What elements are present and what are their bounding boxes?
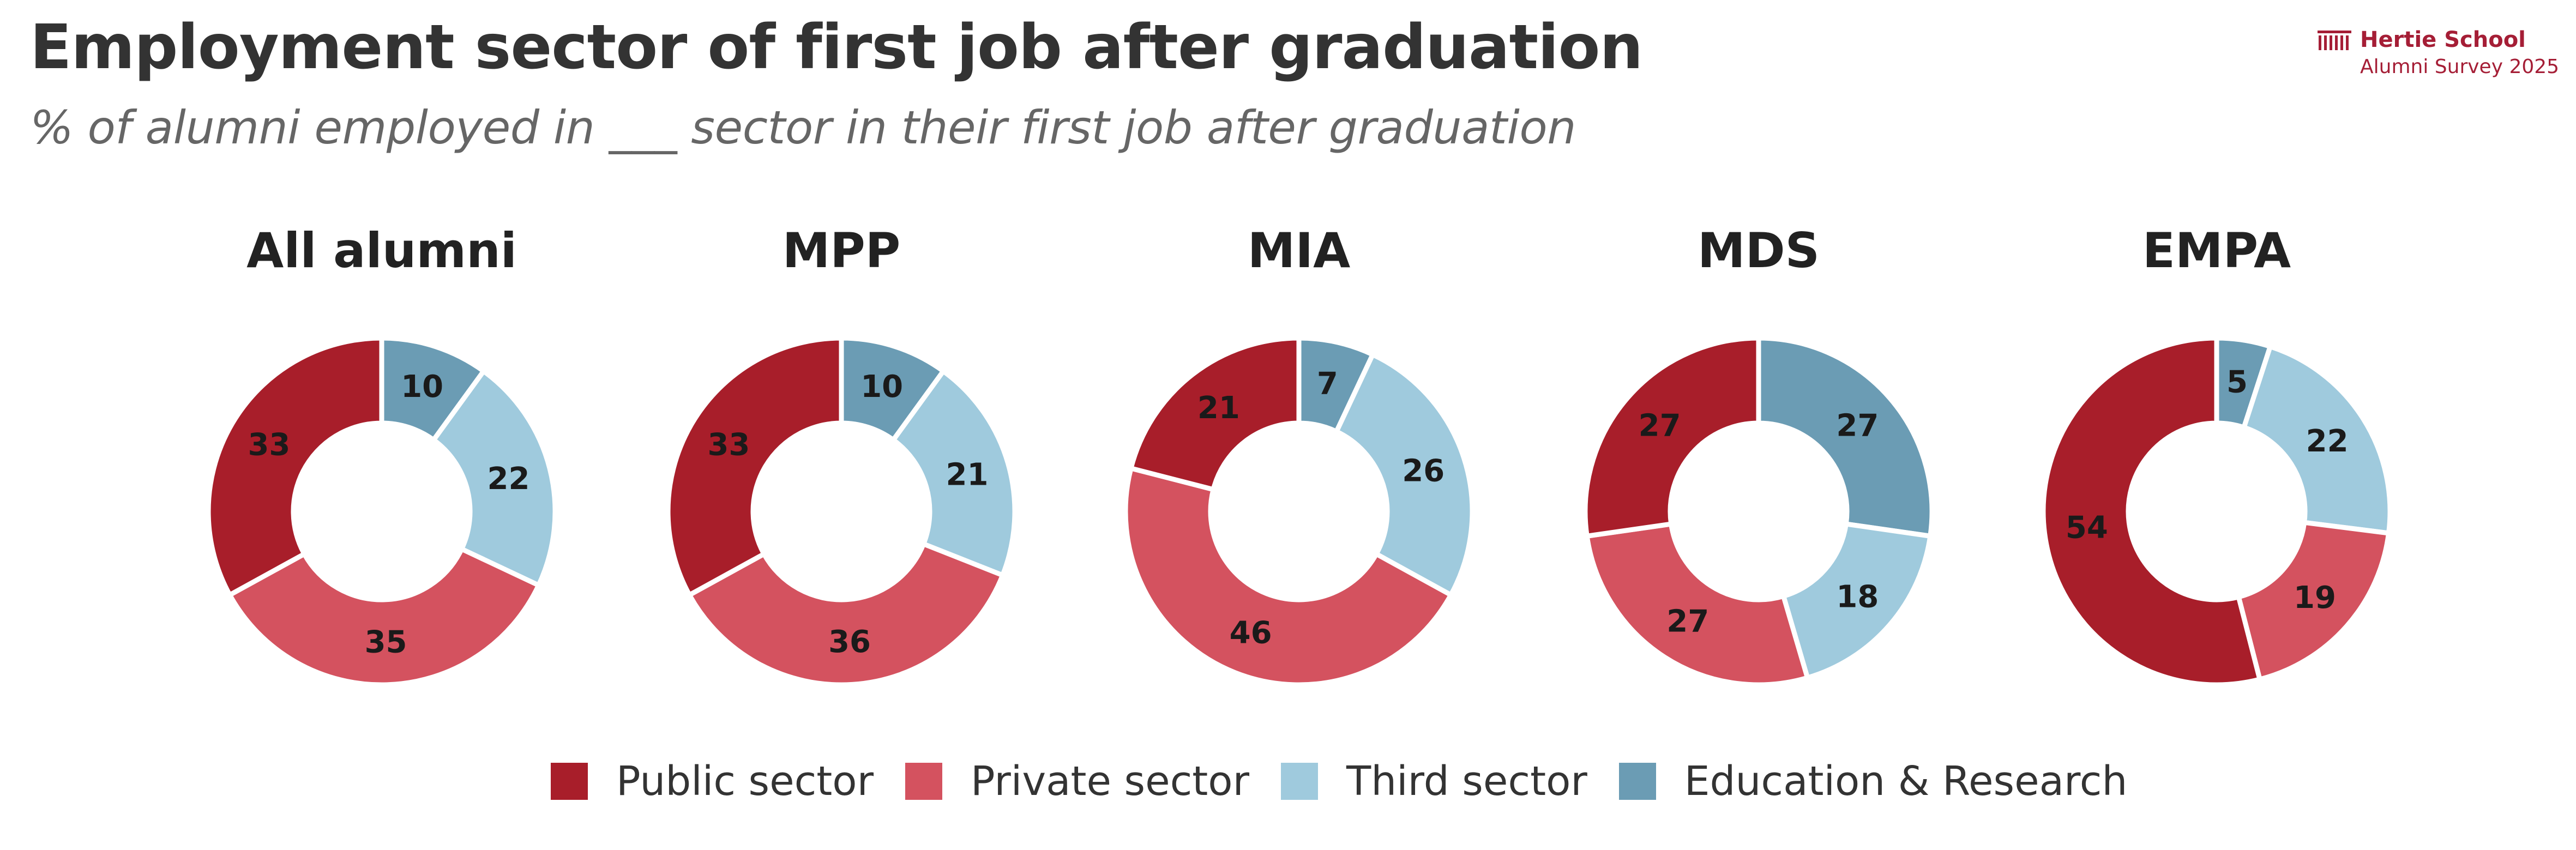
slice-mia-private-sector — [1123, 466, 1454, 688]
slice-mds-private-sector — [1584, 521, 1810, 688]
slice-label-mds-public-sector: 27 — [1639, 408, 1681, 443]
chart-title-mpp: MPP — [783, 222, 901, 279]
chart-title-empa: EMPA — [2142, 222, 2291, 279]
legend-swatch-public — [551, 763, 588, 800]
legend-swatch-third — [1281, 763, 1319, 800]
slice-empa-public-sector — [2041, 335, 2262, 688]
slice-label-empa-third-sector: 22 — [2306, 424, 2349, 459]
slice-label-mia-third-sector: 26 — [1402, 453, 1445, 489]
legend-label-third: Third sector — [1346, 758, 1587, 805]
legend-swatch-private — [905, 763, 943, 800]
legend-label-private: Private sector — [971, 758, 1250, 805]
logo-name: Hertie School — [2360, 27, 2526, 52]
slice-label-mpp-education-research: 10 — [860, 369, 903, 405]
slice-mpp-third-sector — [890, 369, 1018, 578]
slice-mpp-private-sector — [687, 541, 1006, 688]
slice-label-mia-education-research: 7 — [1317, 366, 1338, 401]
building-icon — [2318, 31, 2351, 50]
chart-title: Employment sector of first job after gra… — [30, 12, 1643, 83]
slice-mds-public-sector — [1582, 335, 1761, 539]
legend: Public sector Private sector Third secto… — [551, 758, 2159, 805]
slice-mds-education-research — [1756, 335, 1935, 539]
slice-label-mpp-third-sector: 21 — [946, 457, 989, 493]
legend-item-third: Third sector — [1281, 758, 1587, 805]
legend-item-education: Education & Research — [1618, 758, 2128, 805]
slice-label-mpp-private-sector: 36 — [828, 624, 871, 660]
legend-item-private: Private sector — [905, 758, 1249, 805]
slice-mia-public-sector — [1128, 335, 1302, 492]
chart-title-mia: MIA — [1248, 222, 1350, 279]
slice-label-empa-public-sector: 54 — [2066, 510, 2108, 546]
slice-all-alumni-public-sector — [206, 335, 384, 598]
slice-empa-private-sector — [2236, 520, 2391, 682]
slice-empa-third-sector — [2241, 344, 2393, 536]
slice-label-mds-private-sector: 27 — [1666, 604, 1709, 639]
slice-label-mds-third-sector: 18 — [1836, 580, 1879, 615]
chart-title-all-alumni: All alumni — [246, 222, 517, 279]
slice-label-mia-public-sector: 21 — [1197, 390, 1240, 426]
legend-item-public: Public sector — [551, 758, 874, 805]
slice-label-mpp-public-sector: 33 — [707, 427, 750, 462]
chart-subtitle: % of alumni employed in ___ sector in th… — [30, 101, 1576, 154]
slice-all-alumni-third-sector — [431, 369, 558, 588]
logo-subtitle: Alumni Survey 2025 — [2360, 56, 2560, 78]
slice-label-all-alumni-third-sector: 22 — [487, 461, 529, 497]
slice-mpp-public-sector — [665, 335, 844, 598]
slice-label-empa-private-sector: 19 — [2294, 580, 2336, 616]
slice-all-alumni-private-sector — [227, 546, 541, 688]
hertie-logo: Hertie School Alumni Survey 2025 — [2318, 27, 2560, 87]
slice-mds-third-sector — [1781, 521, 1933, 680]
chart-title-mds: MDS — [1698, 222, 1820, 279]
slice-mia-third-sector — [1334, 352, 1475, 598]
slice-label-all-alumni-education-research: 10 — [401, 369, 443, 405]
slice-label-all-alumni-public-sector: 33 — [248, 427, 290, 462]
slice-label-all-alumni-private-sector: 35 — [365, 624, 407, 660]
slice-label-mia-private-sector: 46 — [1230, 616, 1272, 651]
slice-label-empa-education-research: 5 — [2226, 364, 2248, 400]
legend-swatch-education — [1618, 763, 1656, 800]
slice-label-mds-education-research: 27 — [1836, 408, 1879, 443]
legend-label-education: Education & Research — [1684, 758, 2128, 805]
legend-label-public: Public sector — [616, 758, 874, 805]
